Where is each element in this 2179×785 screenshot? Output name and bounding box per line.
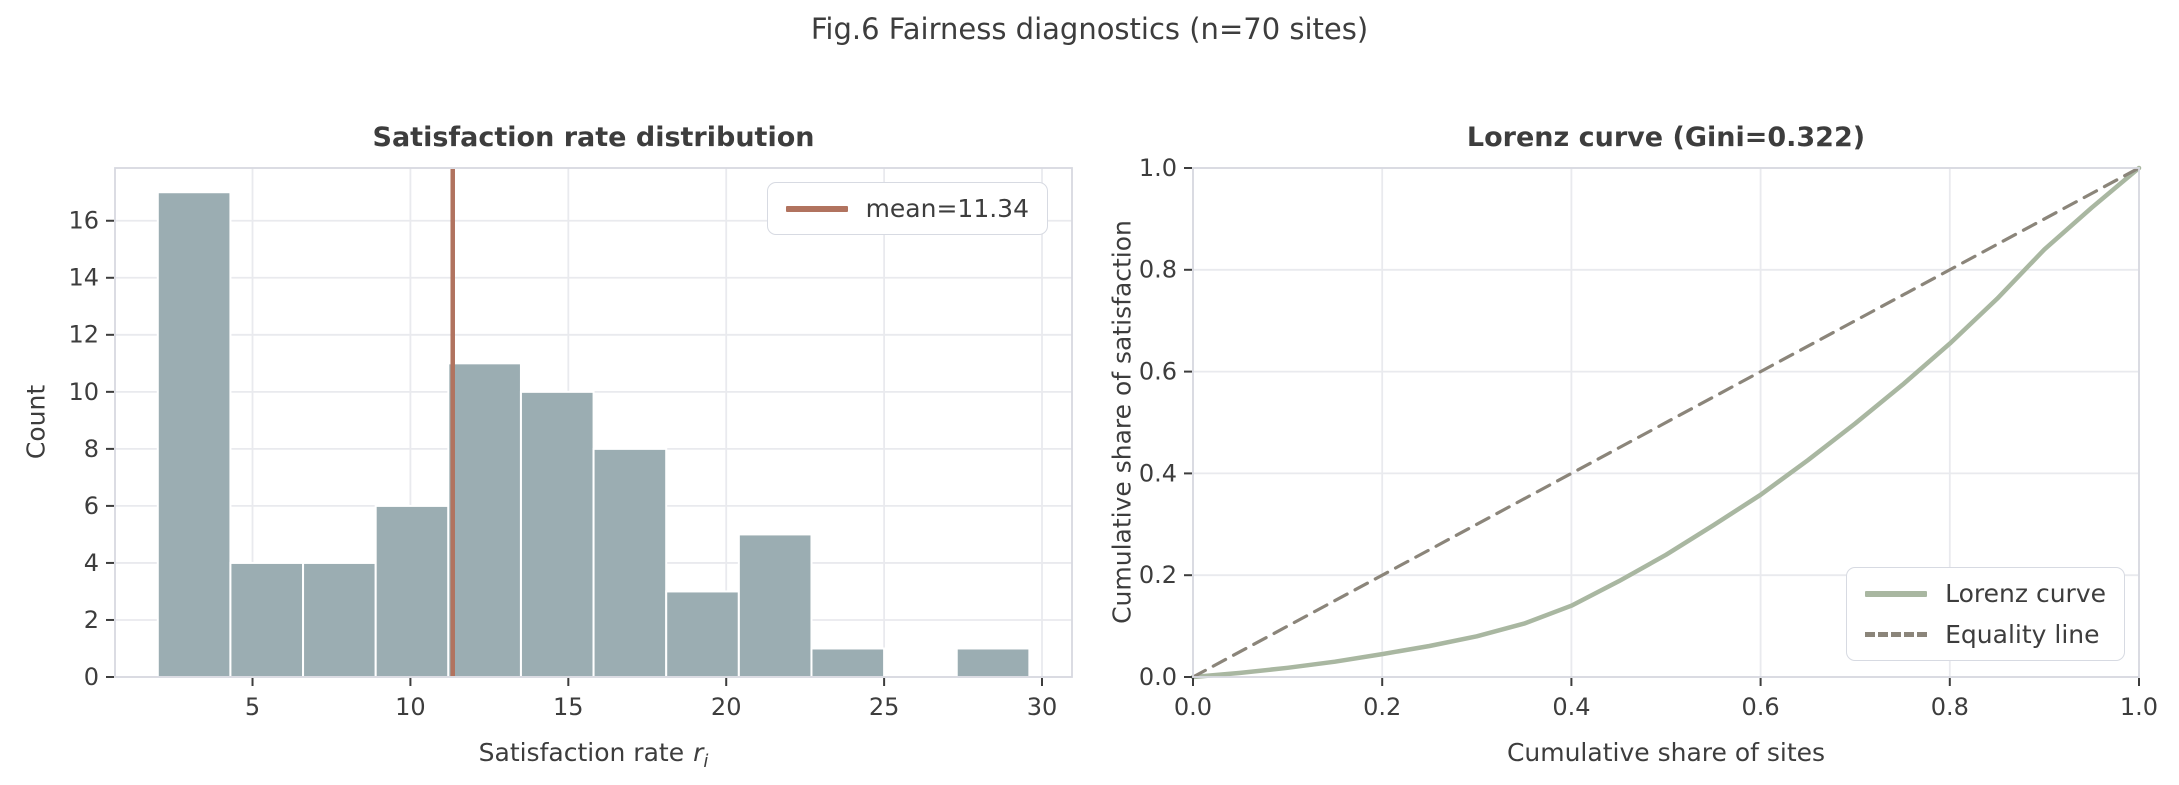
y-tick-label: 10 — [68, 378, 99, 406]
x-tick-label: 0.2 — [1363, 693, 1401, 721]
equality-line-swatch — [1865, 632, 1928, 637]
histogram-bar — [810, 647, 886, 679]
x-tick-label: 0.4 — [1552, 693, 1590, 721]
lorenz-xlabel: Cumulative share of sites — [1506, 738, 1826, 767]
x-tick-label: 1.0 — [2120, 693, 2158, 721]
y-tick-label: 0.4 — [1139, 459, 1177, 487]
lorenz-line-swatch — [1865, 590, 1928, 597]
y-tick-label: 1.0 — [1139, 154, 1177, 182]
x-tick-label: 10 — [395, 693, 426, 721]
histogram-bar — [302, 561, 377, 678]
mean-line-swatch — [785, 205, 848, 212]
lorenz-curve-line — [1190, 165, 2142, 680]
x-tick-label: 0.8 — [1931, 693, 1969, 721]
histogram-bar — [955, 647, 1031, 679]
y-tick-label: 0 — [84, 663, 99, 691]
lorenz-ylabel: Cumulative share of satisfaction — [1107, 220, 1137, 624]
histogram-xlabel: Satisfaction rate ri — [115, 738, 1072, 772]
histogram-bar — [665, 590, 740, 679]
histogram-ylabel: Count — [21, 384, 51, 460]
histogram-xlabel-math-sub: i — [703, 751, 709, 772]
y-tick-label: 8 — [84, 435, 99, 463]
histogram-legend: mean=11.34 — [766, 182, 1048, 235]
y-tick-label: 4 — [84, 549, 99, 577]
histogram-xlabel-math-var: r — [693, 738, 704, 767]
figure-title: Fig.6 Fairness diagnostics (n=70 sites) — [810, 12, 1369, 46]
histogram-bar — [519, 390, 595, 678]
equality-legend-label: Equality line — [1945, 620, 2100, 649]
y-tick-label: 0.0 — [1139, 663, 1177, 691]
x-tick-label: 0.0 — [1174, 693, 1212, 721]
mean-legend-label: mean=11.34 — [865, 194, 1029, 223]
lorenz-title: Lorenz curve (Gini=0.322) — [1466, 122, 1866, 153]
histogram-bar — [374, 504, 450, 678]
y-tick-label: 12 — [68, 321, 99, 349]
histogram-bar — [156, 191, 232, 678]
axes-spine — [114, 167, 1073, 678]
y-tick-label: 14 — [68, 264, 99, 292]
x-tick-label: 0.6 — [1742, 693, 1780, 721]
histogram-bar — [229, 561, 305, 678]
histogram-bar — [592, 447, 668, 678]
y-tick-label: 16 — [68, 207, 99, 235]
lorenz-legend: Lorenz curve Equality line — [1846, 567, 2125, 661]
x-tick-label: 15 — [553, 693, 584, 721]
histogram-title: Satisfaction rate distribution — [372, 122, 815, 153]
y-tick-label: 0.8 — [1139, 256, 1177, 284]
lorenz-legend-label: Lorenz curve — [1945, 579, 2106, 608]
y-tick-label: 0.6 — [1139, 358, 1177, 386]
legend-row-equality: Equality line — [1865, 620, 2106, 649]
histogram-bar — [737, 533, 813, 678]
y-tick-label: 0.2 — [1139, 561, 1177, 589]
legend-row-lorenz: Lorenz curve — [1865, 579, 2106, 608]
x-tick-label: 25 — [869, 693, 900, 721]
axes-spine — [1192, 167, 2140, 678]
equality-line — [1191, 166, 2141, 679]
histogram-xlabel-text: Satisfaction rate — [478, 738, 685, 767]
y-tick-label: 6 — [84, 492, 99, 520]
histogram-bar — [447, 362, 522, 678]
x-tick-label: 5 — [245, 693, 260, 721]
x-tick-label: 20 — [711, 693, 742, 721]
y-tick-label: 2 — [84, 606, 99, 634]
x-tick-label: 30 — [1027, 693, 1058, 721]
